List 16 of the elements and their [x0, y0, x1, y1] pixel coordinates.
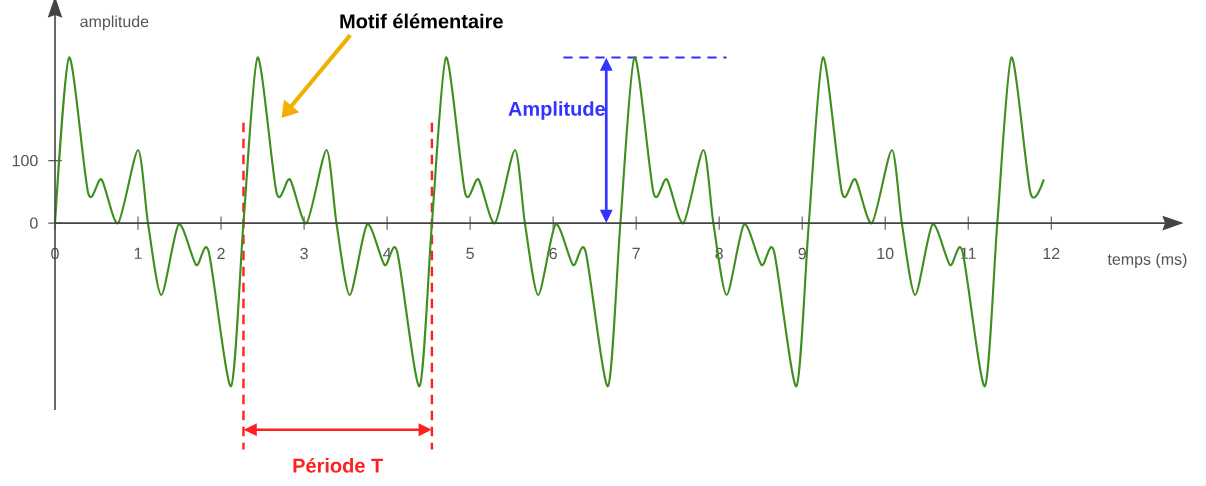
x-tick-label: 10: [877, 247, 894, 260]
x-tick-label: 12: [1043, 247, 1060, 260]
x-tick-label: 5: [466, 247, 474, 259]
x-tick-label: 6: [549, 247, 557, 260]
y-tick-label: 100: [12, 154, 38, 167]
x-tick-label: 3: [300, 247, 308, 260]
y-axis-title: amplitude: [80, 15, 149, 31]
text: Période T: [293, 457, 384, 473]
x-axis-title: temps (ms): [1107, 253, 1187, 269]
x-tick-label: 7: [632, 247, 640, 259]
x-tick-label: 1: [134, 247, 142, 259]
annotation: Motif élémentaire: [340, 13, 503, 29]
annotation: Amplitude: [508, 101, 606, 120]
x-tick-label: 9: [798, 247, 806, 260]
line-series: [53, 56, 1045, 388]
x-tick-label: 2: [217, 247, 225, 260]
